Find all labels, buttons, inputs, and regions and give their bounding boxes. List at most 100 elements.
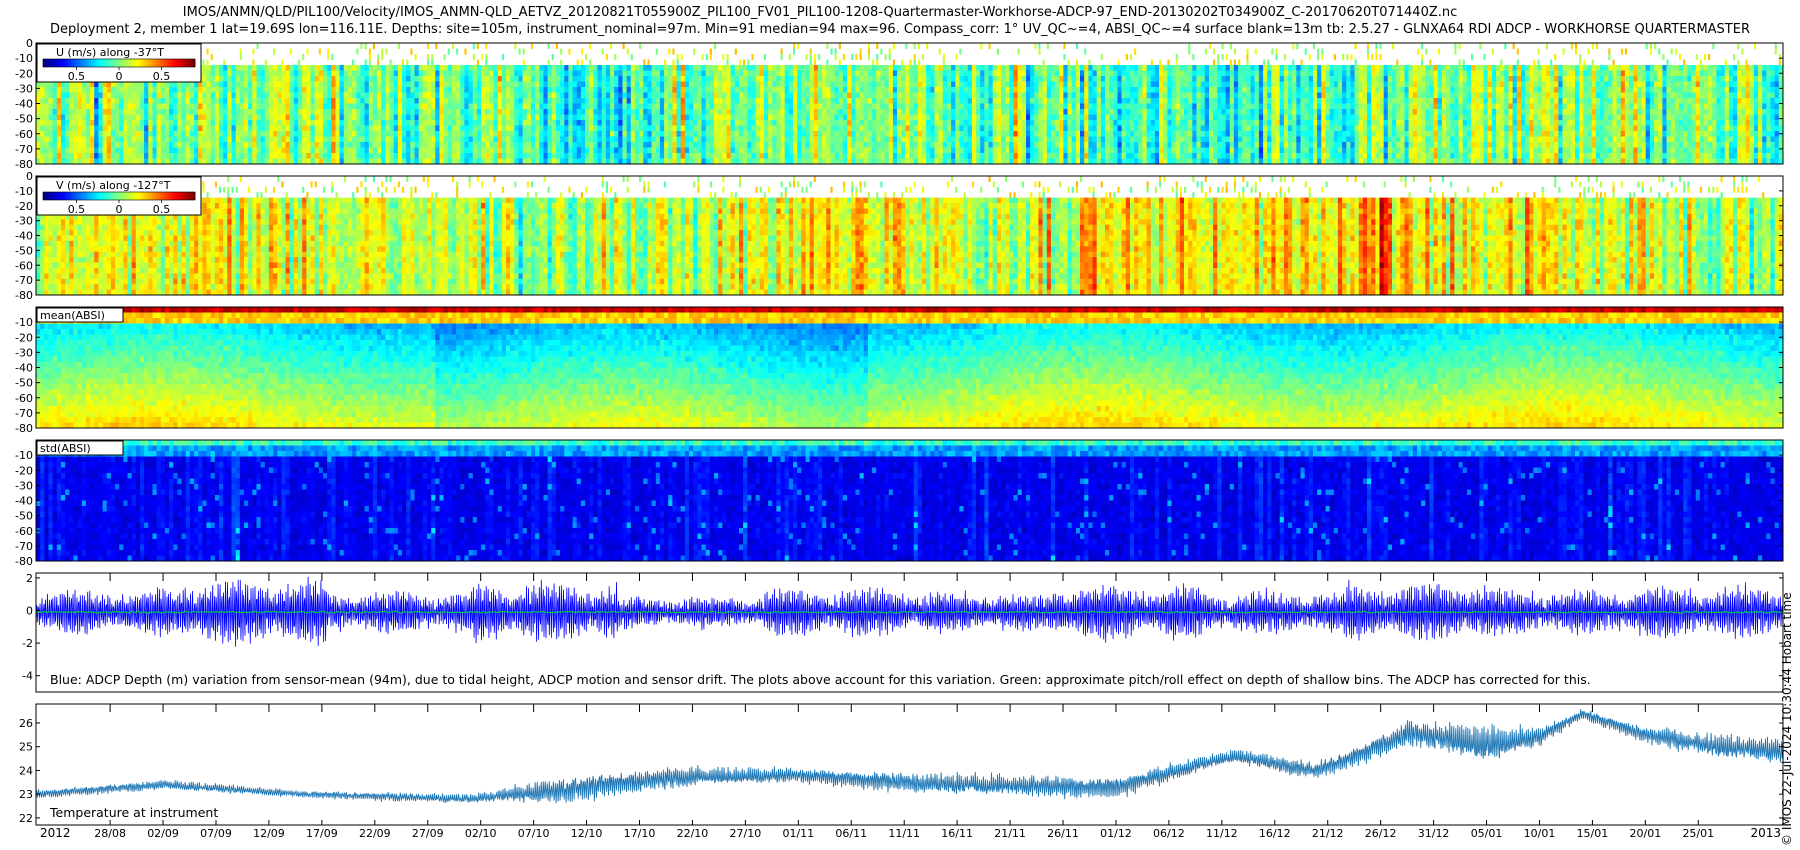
y-tick-label: -60 — [15, 128, 33, 141]
panel-u: 0 -10 -20 -30 -40 -50 -60 -70 -80 U (m/s) along -… — [15, 37, 1784, 171]
y-tick-label: -40 — [15, 98, 33, 111]
y-tick-label: -70 — [15, 407, 33, 420]
y-tick-label: -20 — [15, 67, 33, 80]
colorbar-tick-label: 0 — [116, 203, 123, 216]
heatmap-mean-absi — [36, 307, 1783, 428]
y-tick-label: -50 — [15, 244, 33, 257]
panel-frame — [35, 572, 1784, 693]
legend-u: U (m/s) along -37°T 0.5 0 0.5 — [36, 43, 202, 83]
y-tick-label: -80 — [15, 422, 33, 435]
y-tick-label: -20 — [15, 200, 33, 213]
panel-mean-absi: -10 -20 -30 -40 -50 -60 -70 -80 mean(ABSI) — [15, 306, 1784, 435]
x-tick-label: 22/09 — [359, 827, 391, 840]
x-tick-label: 21/11 — [994, 827, 1026, 840]
panel-frame — [35, 703, 1784, 826]
y-tick-label: 0 — [26, 37, 33, 50]
y-tick-label: -10 — [15, 52, 33, 65]
chart-title-line-1: IMOS/ANMN/QLD/PIL100/Velocity/IMOS_ANMN-… — [0, 5, 1720, 20]
y-tick-label: 23 — [19, 788, 33, 801]
x-tick-label: 28/08 — [94, 827, 126, 840]
x-tick-label: 12/09 — [253, 827, 285, 840]
y-tick-label: -60 — [15, 392, 33, 405]
legend-std-absi: std(ABSI) — [36, 440, 124, 456]
y-tick-label: -60 — [15, 525, 33, 538]
y-tick-label: -30 — [15, 215, 33, 228]
x-tick-label: 12/10 — [571, 827, 603, 840]
x-tick-label: 20/01 — [1630, 827, 1662, 840]
x-tick-label: 31/12 — [1418, 827, 1450, 840]
y-tick-label: -40 — [15, 495, 33, 508]
x-tick-label: 11/11 — [888, 827, 920, 840]
y-tick-label: -80 — [15, 158, 33, 171]
y-tick-label: -20 — [15, 464, 33, 477]
x-tick-label: 06/11 — [835, 827, 867, 840]
y-tick-label: -60 — [15, 259, 33, 272]
panel-std-absi: -10 -20 -30 -40 -50 -60 -70 -80 std(ABSI) — [15, 439, 1784, 568]
x-tick-label: 17/09 — [306, 827, 338, 840]
x-tick-label: 07/09 — [200, 827, 232, 840]
legend-mean-absi: mean(ABSI) — [36, 307, 124, 323]
temperature-panel-label: Temperature at instrument — [49, 805, 218, 820]
legend-title: V (m/s) along -127°T — [56, 179, 171, 192]
pitch-roll-series-line — [36, 610, 1783, 615]
panel-label-text: mean(ABSI) — [40, 309, 105, 322]
y-tick-label: -70 — [15, 274, 33, 287]
y-tick-label: -2 — [22, 637, 33, 650]
x-tick-label: 01/11 — [782, 827, 814, 840]
x-tick-label: 27/09 — [412, 827, 444, 840]
x-tick-label: 17/10 — [624, 827, 656, 840]
x-tick-label: 11/12 — [1206, 827, 1238, 840]
x-tick-label: 06/12 — [1153, 827, 1185, 840]
y-tick-label: -10 — [15, 316, 33, 329]
x-tick-label: 21/12 — [1312, 827, 1344, 840]
heatmap-v — [36, 176, 1783, 295]
x-tick-label: 22/10 — [677, 827, 709, 840]
colorbar-tick-label: 0.5 — [68, 70, 86, 83]
colorbar-tick-label: 0.5 — [153, 203, 171, 216]
panel-label-text: std(ABSI) — [40, 442, 91, 455]
x-tick-label: 02/10 — [465, 827, 497, 840]
temperature-series-line — [36, 709, 1783, 804]
y-tick-label: -10 — [15, 185, 33, 198]
y-tick-label: -30 — [15, 346, 33, 359]
x-tick-label: 07/10 — [518, 827, 550, 840]
y-tick-label: -40 — [15, 362, 33, 375]
y-tick-label: -30 — [15, 82, 33, 95]
heatmap-u — [36, 43, 1783, 164]
panel-v: 0 -10 -20 -30 -40-50 -60 -70 -80 V (m/s) along -… — [15, 170, 1784, 302]
y-tick-label: -50 — [15, 377, 33, 390]
y-tick-label: -20 — [15, 331, 33, 344]
y-tick-label: -70 — [15, 540, 33, 553]
colorbar-tick-label: 0.5 — [68, 203, 86, 216]
panel-temperature: Temperature at instrument 22 23 24 25 26 — [19, 703, 1784, 826]
y-tick-label: -50 — [15, 510, 33, 523]
colorbar-tick-label: 0 — [116, 70, 123, 83]
y-tick-label: -4 — [22, 670, 33, 683]
y-tick-label: 25 — [19, 741, 33, 754]
y-tick-label: -80 — [15, 555, 33, 568]
y-tick-label: -50 — [15, 113, 33, 126]
x-tick-label: 10/01 — [1524, 827, 1556, 840]
y-tick-label: 22 — [19, 812, 33, 825]
legend-v: V (m/s) along -127°T 0.5 0 0.5 — [36, 176, 202, 216]
y-tick-label: -30 — [15, 479, 33, 492]
depth-series-line — [36, 576, 1783, 647]
y-tick-label: 2 — [26, 572, 33, 585]
x-tick-label: 01/12 — [1100, 827, 1132, 840]
chart-title-line-2: Deployment 2, member 1 lat=19.69S lon=11… — [0, 22, 1800, 37]
depth-panel-annotation: Blue: ADCP Depth (m) variation from sens… — [50, 672, 1591, 687]
y-tick-label: 26 — [19, 717, 33, 730]
legend-title: U (m/s) along -37°T — [56, 46, 164, 59]
heatmap-std-absi — [36, 440, 1783, 561]
y-tick-label: 0 — [26, 170, 33, 183]
x-year-end-label: 2013 — [1750, 826, 1781, 840]
panel-depth-variation: Blue: ADCP Depth (m) variation from sens… — [22, 572, 1784, 693]
x-tick-label: 26/12 — [1365, 827, 1397, 840]
x-tick-label: 16/12 — [1259, 827, 1291, 840]
y-tick-label: 24 — [19, 764, 33, 777]
copyright-note: © IMOS 22-Jul-2024 10:30:44 Hobart time — [1780, 592, 1794, 846]
y-tick-label: -80 — [15, 289, 33, 302]
y-tick-label: -10 — [15, 449, 33, 462]
x-tick-label: 16/11 — [941, 827, 973, 840]
